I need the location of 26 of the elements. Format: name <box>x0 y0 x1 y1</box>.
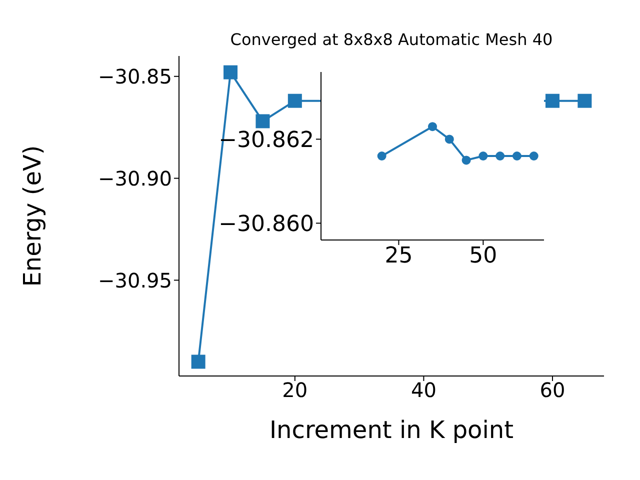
point <box>377 152 386 160</box>
point <box>444 134 454 144</box>
point <box>191 354 206 369</box>
point <box>496 152 505 160</box>
point <box>288 94 302 108</box>
x-tick-label: 25 <box>384 244 413 269</box>
chart-title: Converged at 8x8x8 Automatic Mesh 40 <box>229 30 554 49</box>
y-tick-label: −30.860 <box>218 212 314 238</box>
y-tick-label: −30.95 <box>98 268 172 292</box>
point <box>462 156 471 165</box>
x-tick-label: 20 <box>282 378 308 402</box>
point <box>512 152 522 160</box>
x-tick-label: 60 <box>540 378 566 402</box>
point <box>529 152 538 160</box>
x-tick-label: 50 <box>469 244 498 269</box>
y-tick-label: −30.85 <box>98 64 172 88</box>
point <box>578 94 592 108</box>
y-tick-label: −30.90 <box>98 166 172 190</box>
x-tick-label: 40 <box>410 378 436 402</box>
y-axis-title: Energy (eV) <box>18 145 47 287</box>
point <box>478 152 488 160</box>
point <box>256 114 270 128</box>
point <box>224 65 238 80</box>
x-axis-title: Increment in K point <box>269 416 514 444</box>
point <box>428 122 437 132</box>
point <box>545 94 560 108</box>
